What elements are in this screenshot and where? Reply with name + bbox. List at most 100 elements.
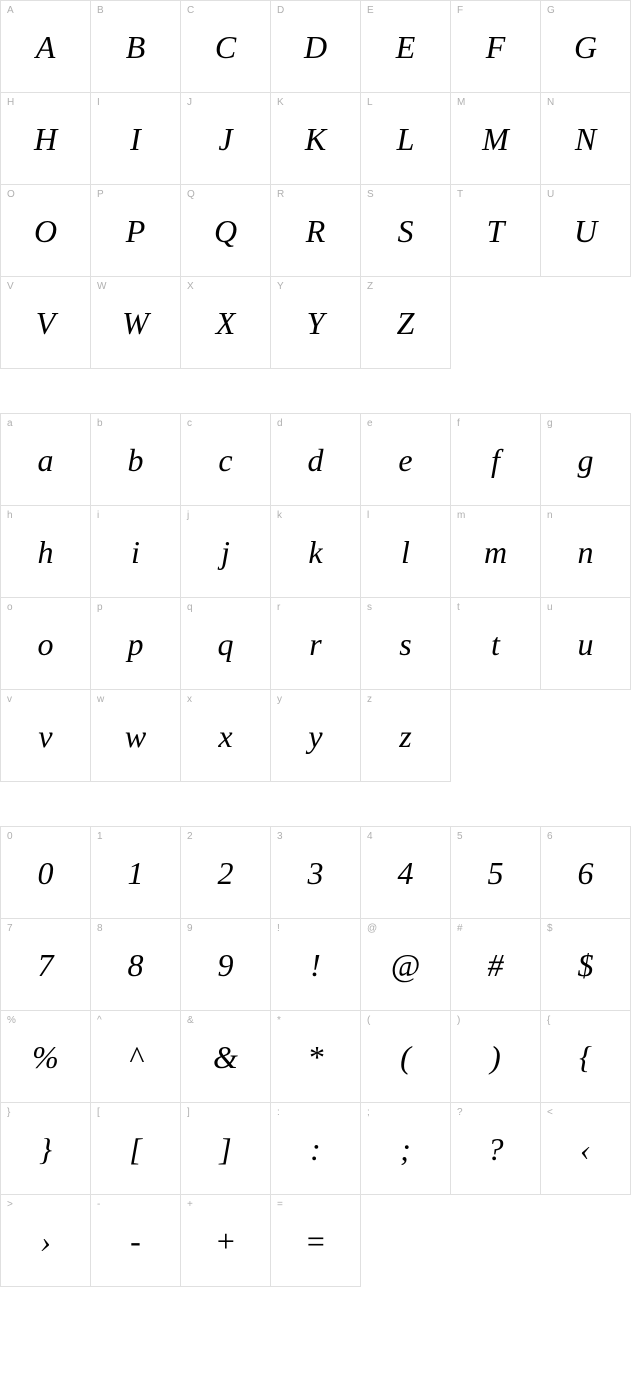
glyph-cell[interactable]: bb	[91, 414, 181, 506]
glyph: V	[36, 307, 56, 339]
glyph-cell[interactable]: ))	[451, 1011, 541, 1103]
glyph-cell[interactable]: ;;	[361, 1103, 451, 1195]
glyph-cell-label: Z	[367, 281, 373, 292]
glyph-cell[interactable]: 77	[1, 919, 91, 1011]
glyph: H	[34, 123, 57, 155]
glyph: m	[484, 536, 507, 568]
glyph-cell[interactable]: &&	[181, 1011, 271, 1103]
glyph: ^	[129, 1041, 143, 1073]
glyph-cell[interactable]: XX	[181, 277, 271, 369]
glyph-cell[interactable]: II	[91, 93, 181, 185]
glyph-cell[interactable]: qq	[181, 598, 271, 690]
glyph-cell[interactable]: ee	[361, 414, 451, 506]
glyph-cell[interactable]: 99	[181, 919, 271, 1011]
glyph-cell[interactable]: ]]	[181, 1103, 271, 1195]
glyph-cell[interactable]: --	[91, 1195, 181, 1287]
glyph-cell[interactable]: ==	[271, 1195, 361, 1287]
glyph-cell-label: =	[277, 1199, 283, 1210]
glyph-cell[interactable]: EE	[361, 1, 451, 93]
glyph-cell[interactable]: jj	[181, 506, 271, 598]
glyph-cell[interactable]: AA	[1, 1, 91, 93]
glyph-cell[interactable]: RR	[271, 185, 361, 277]
glyph-cell[interactable]: ::	[271, 1103, 361, 1195]
glyph-cell[interactable]: DD	[271, 1, 361, 93]
glyph-cell[interactable]: 55	[451, 827, 541, 919]
glyph-cell[interactable]: 33	[271, 827, 361, 919]
glyph-cell[interactable]: VV	[1, 277, 91, 369]
glyph-cell[interactable]: aa	[1, 414, 91, 506]
glyph-cell[interactable]: FF	[451, 1, 541, 93]
glyph-cell[interactable]: ff	[451, 414, 541, 506]
glyph-cell[interactable]: YY	[271, 277, 361, 369]
glyph-cell[interactable]: 00	[1, 827, 91, 919]
glyph: ›	[40, 1225, 51, 1257]
glyph-cell[interactable]: ww	[91, 690, 181, 782]
glyph-cell[interactable]: PP	[91, 185, 181, 277]
glyph-cell[interactable]: $$	[541, 919, 631, 1011]
glyph-cell[interactable]: 66	[541, 827, 631, 919]
glyph-cell[interactable]: KK	[271, 93, 361, 185]
glyph-cell[interactable]: GG	[541, 1, 631, 93]
glyph: E	[396, 31, 416, 63]
glyph-cell[interactable]: zz	[361, 690, 451, 782]
glyph-cell[interactable]: %%	[1, 1011, 91, 1103]
glyph-cell[interactable]: LL	[361, 93, 451, 185]
glyph-cell[interactable]: **	[271, 1011, 361, 1103]
glyph-cell[interactable]: !!	[271, 919, 361, 1011]
glyph-cell[interactable]: hh	[1, 506, 91, 598]
glyph-cell[interactable]: 11	[91, 827, 181, 919]
glyph-cell[interactable]: @@	[361, 919, 451, 1011]
glyph-cell-label: C	[187, 5, 194, 16]
glyph-cell[interactable]: ZZ	[361, 277, 451, 369]
glyph-cell-label: n	[547, 510, 553, 521]
glyph-cell[interactable]: BB	[91, 1, 181, 93]
glyph-cell[interactable]: WW	[91, 277, 181, 369]
glyph-cell[interactable]: ((	[361, 1011, 451, 1103]
glyph-cell[interactable]: NN	[541, 93, 631, 185]
glyph-cell[interactable]: 44	[361, 827, 451, 919]
glyph-cell[interactable]: MM	[451, 93, 541, 185]
glyph-cell[interactable]: CC	[181, 1, 271, 93]
glyph-cell[interactable]: ii	[91, 506, 181, 598]
glyph-cell[interactable]: HH	[1, 93, 91, 185]
glyph-cell[interactable]: ^^	[91, 1011, 181, 1103]
glyph-cell[interactable]: ##	[451, 919, 541, 1011]
glyph: y	[308, 720, 322, 752]
glyph-cell[interactable]: gg	[541, 414, 631, 506]
glyph-cell[interactable]: {{	[541, 1011, 631, 1103]
glyph-cell[interactable]: ??	[451, 1103, 541, 1195]
glyph: S	[398, 215, 414, 247]
glyph-cell[interactable]: tt	[451, 598, 541, 690]
glyph-cell[interactable]: 88	[91, 919, 181, 1011]
glyph-cell[interactable]: SS	[361, 185, 451, 277]
glyph-cell[interactable]: }}	[1, 1103, 91, 1195]
glyph-cell[interactable]: >›	[1, 1195, 91, 1287]
glyph-cell[interactable]: nn	[541, 506, 631, 598]
glyph-cell-label: G	[547, 5, 555, 16]
glyph-cell[interactable]: ss	[361, 598, 451, 690]
glyph-cell[interactable]: 22	[181, 827, 271, 919]
glyph-cell[interactable]: pp	[91, 598, 181, 690]
glyph-cell[interactable]: mm	[451, 506, 541, 598]
glyph-cell[interactable]: QQ	[181, 185, 271, 277]
glyph-cell[interactable]: oo	[1, 598, 91, 690]
glyph-cell[interactable]: dd	[271, 414, 361, 506]
glyph: d	[308, 444, 324, 476]
glyph-cell[interactable]: ll	[361, 506, 451, 598]
glyph-cell[interactable]: yy	[271, 690, 361, 782]
glyph-cell[interactable]: cc	[181, 414, 271, 506]
glyph-cell[interactable]: xx	[181, 690, 271, 782]
glyph-cell[interactable]: UU	[541, 185, 631, 277]
glyph-cell[interactable]: ++	[181, 1195, 271, 1287]
glyph-cell-label: q	[187, 602, 193, 613]
glyph-cell[interactable]: OO	[1, 185, 91, 277]
glyph-cell[interactable]: vv	[1, 690, 91, 782]
glyph-cell[interactable]: [[	[91, 1103, 181, 1195]
glyph: L	[397, 123, 415, 155]
glyph-cell[interactable]: <‹	[541, 1103, 631, 1195]
glyph-cell[interactable]: kk	[271, 506, 361, 598]
glyph-cell[interactable]: JJ	[181, 93, 271, 185]
glyph-cell[interactable]: TT	[451, 185, 541, 277]
glyph-cell[interactable]: rr	[271, 598, 361, 690]
glyph-cell[interactable]: uu	[541, 598, 631, 690]
